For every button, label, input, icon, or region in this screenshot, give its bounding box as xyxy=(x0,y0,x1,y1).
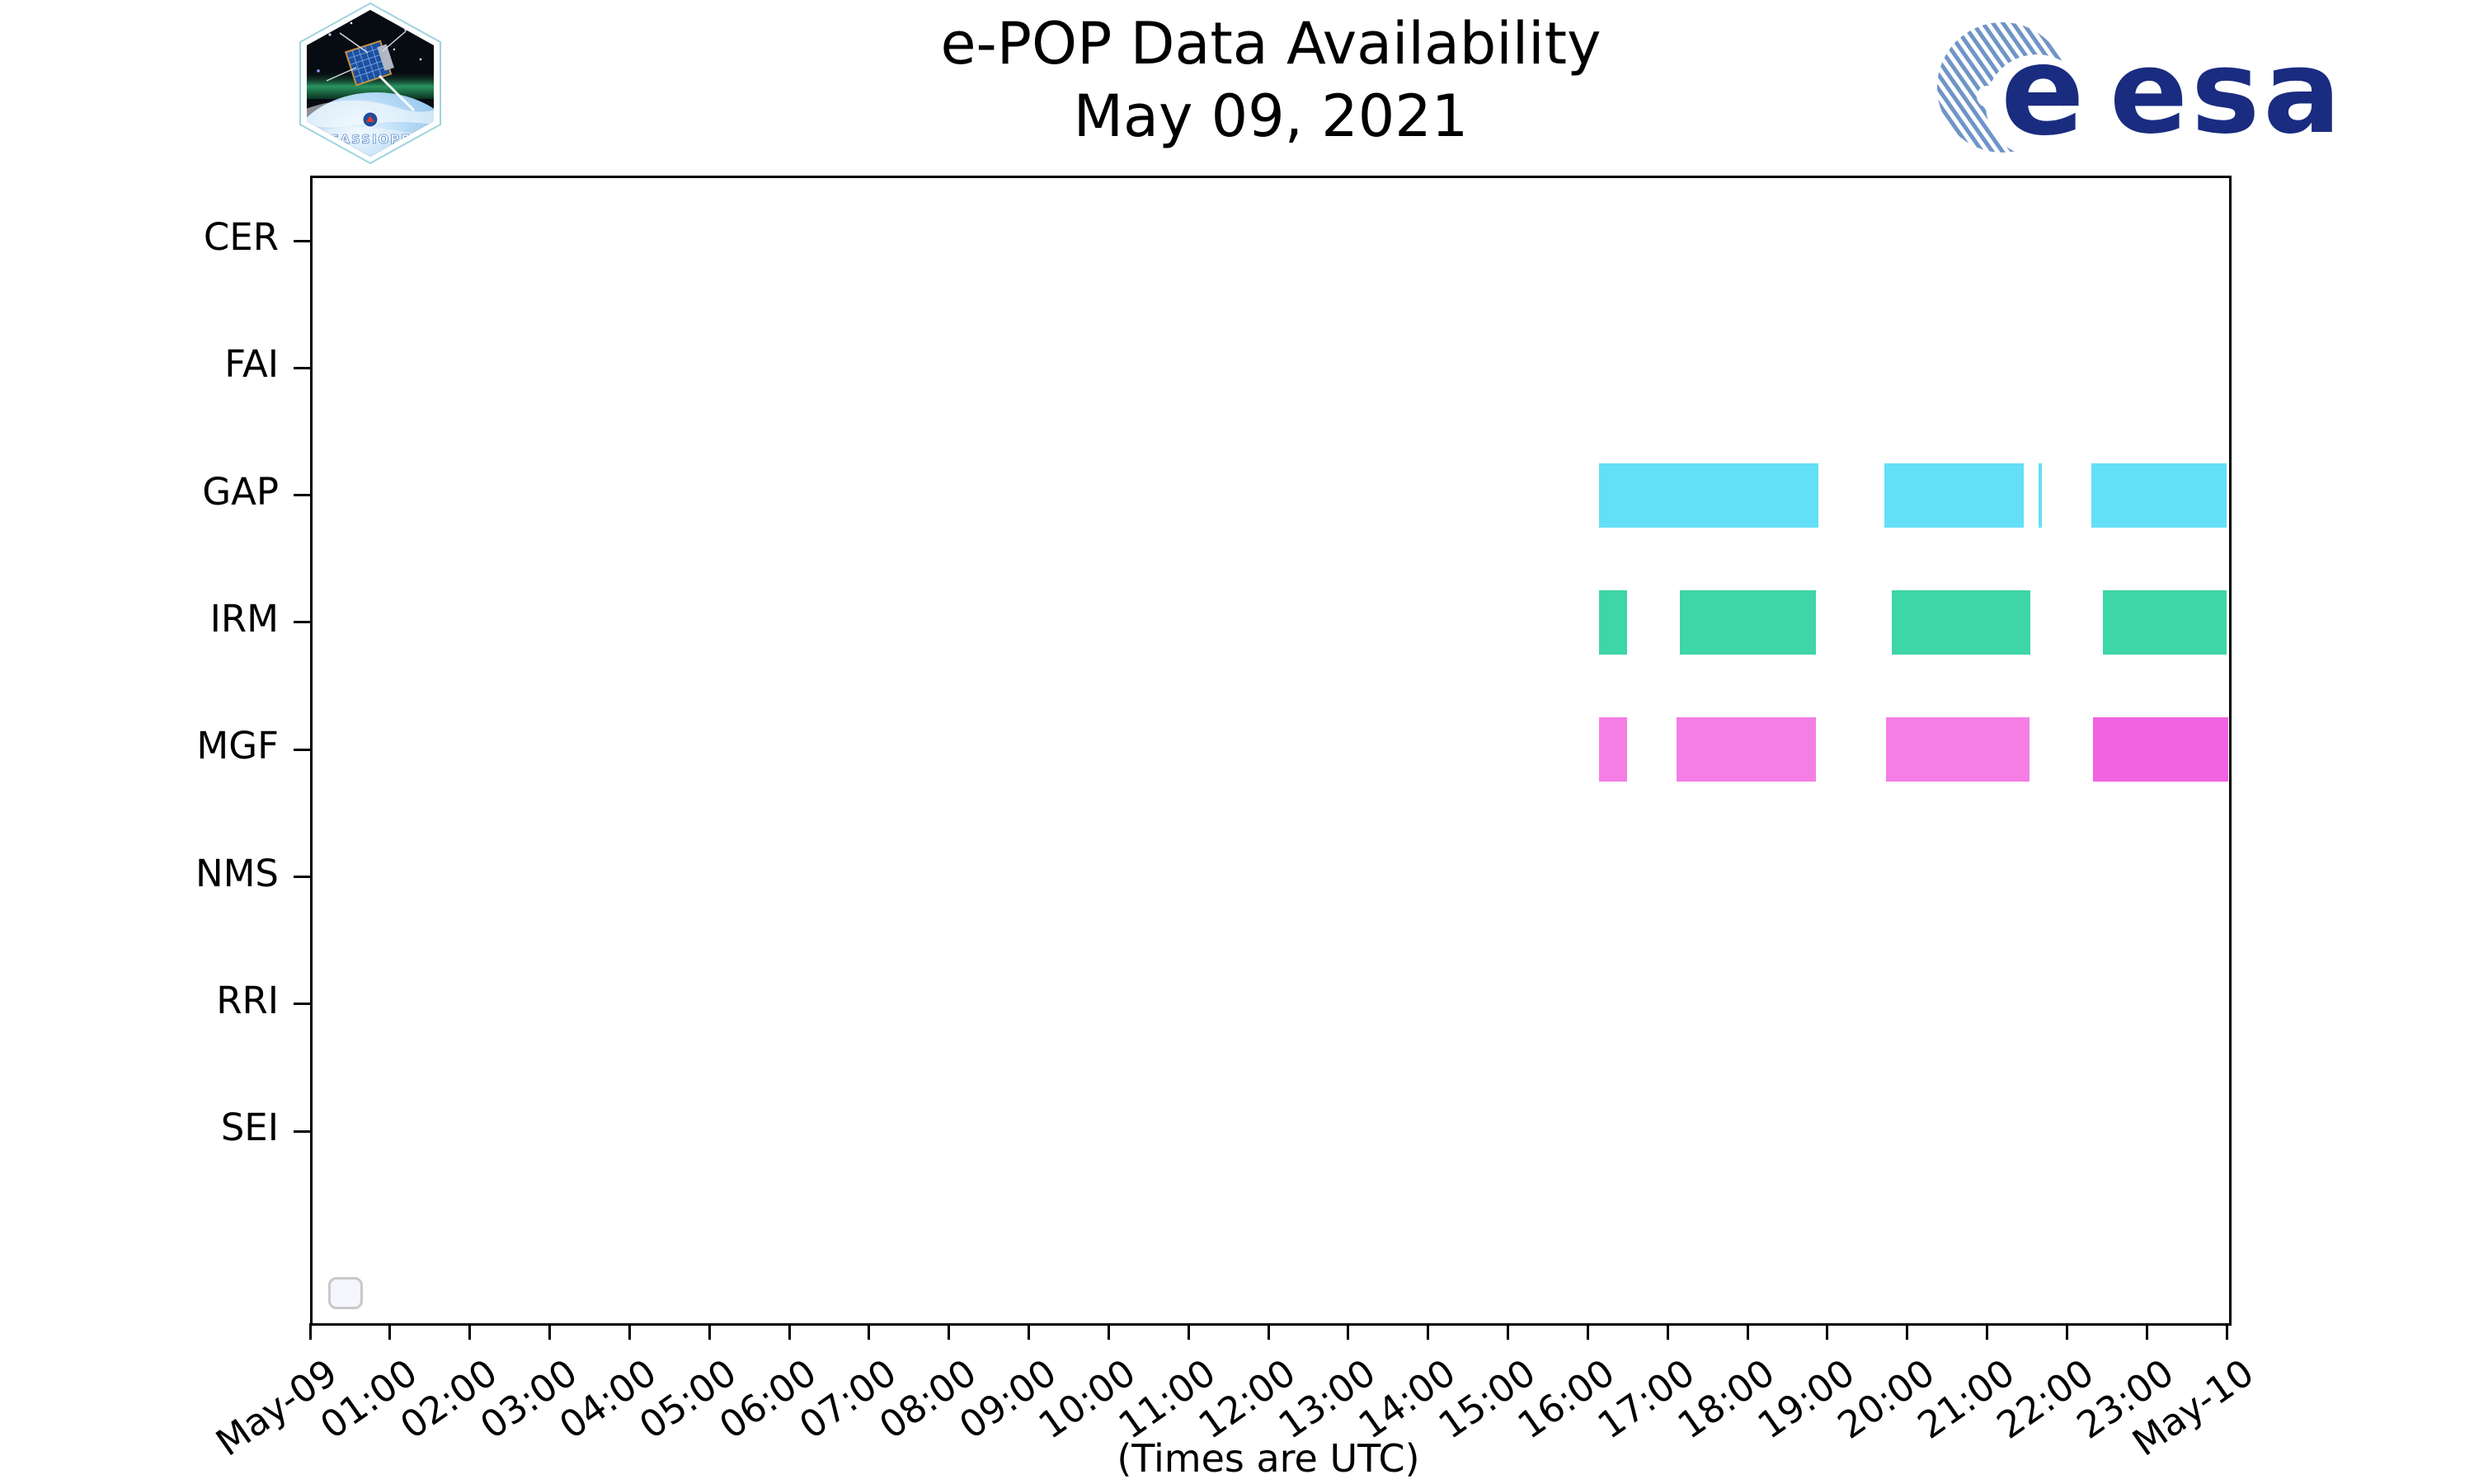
x-tick-4 xyxy=(628,1323,631,1340)
x-tick-5 xyxy=(708,1323,711,1340)
y-tick-irm xyxy=(294,621,310,624)
x-tick-18 xyxy=(1746,1323,1749,1340)
x-tick-15 xyxy=(1507,1323,1509,1340)
x-tick-8 xyxy=(948,1323,951,1340)
x-tick-21 xyxy=(1986,1323,1988,1340)
esa-striped-globe xyxy=(1937,22,2067,153)
x-tick-6 xyxy=(788,1323,791,1340)
bar-gap-1 xyxy=(1884,463,2025,528)
x-tick-12 xyxy=(1267,1323,1270,1340)
empty-legend-box xyxy=(328,1277,363,1309)
y-tick-fai xyxy=(294,366,310,369)
y-tick-cer xyxy=(294,239,310,242)
esa-logo-graphic: e esa xyxy=(1937,20,2342,163)
bar-irm-2 xyxy=(1892,589,2030,655)
x-tick-23 xyxy=(2145,1323,2148,1340)
chart-title-block: e-POP Data Availability May 09, 2021 xyxy=(722,8,1819,153)
bar-mgf-3 xyxy=(2093,717,2228,782)
esa-center-e-glyph: e xyxy=(2001,20,2085,163)
bar-irm-1 xyxy=(1679,589,1817,655)
x-tick-13 xyxy=(1347,1323,1350,1340)
bar-mgf-2 xyxy=(1886,717,2030,782)
y-label-sei: SEI xyxy=(220,1106,279,1150)
x-tick-0 xyxy=(308,1323,312,1340)
esa-wordmark: esa xyxy=(2109,26,2342,160)
x-tick-7 xyxy=(868,1323,871,1340)
bar-gap-3 xyxy=(2091,463,2227,528)
chart-title: e-POP Data Availability xyxy=(940,10,1602,77)
bar-mgf-1 xyxy=(1676,717,1817,782)
y-label-rri: RRI xyxy=(216,978,279,1022)
y-label-cer: CER xyxy=(203,215,279,259)
y-label-irm: IRM xyxy=(209,596,279,641)
bar-gap-0 xyxy=(1598,463,1819,528)
times-utc-caption: (Times are UTC) xyxy=(1117,1436,1420,1481)
bar-irm-3 xyxy=(2102,589,2227,655)
x-tick-22 xyxy=(2065,1323,2068,1340)
x-tick-17 xyxy=(1666,1323,1669,1340)
y-tick-sei xyxy=(294,1129,310,1133)
y-tick-mgf xyxy=(294,748,310,751)
x-tick-20 xyxy=(1906,1323,1909,1340)
x-tick-24 xyxy=(2225,1323,2228,1340)
cassiope-patch-graphic: CASSIOPE xyxy=(299,2,441,165)
x-tick-1 xyxy=(388,1323,392,1340)
bar-gap-2 xyxy=(2039,463,2043,528)
y-tick-gap xyxy=(294,494,310,497)
y-tick-nms xyxy=(294,876,310,878)
bar-irm-0 xyxy=(1598,589,1627,655)
chart-subtitle-date: May 09, 2021 xyxy=(1073,82,1469,150)
esa-logo: e esa xyxy=(1930,8,2342,165)
y-label-nms: NMS xyxy=(195,851,279,895)
x-tick-19 xyxy=(1826,1323,1829,1340)
x-tick-2 xyxy=(468,1323,472,1340)
y-label-mgf: MGF xyxy=(196,724,279,768)
x-tick-3 xyxy=(548,1323,551,1340)
esa-globe-dot xyxy=(1977,86,1998,107)
x-tick-9 xyxy=(1028,1323,1030,1340)
cassiope-patch-label: CASSIOPE xyxy=(329,132,411,147)
bar-mgf-0 xyxy=(1598,717,1627,782)
cassiope-mission-patch: CASSIOPE xyxy=(297,2,444,165)
x-tick-14 xyxy=(1427,1323,1430,1340)
y-label-fai: FAI xyxy=(224,342,279,387)
y-tick-rri xyxy=(294,1003,310,1006)
y-label-gap: GAP xyxy=(202,469,279,514)
x-tick-16 xyxy=(1586,1323,1589,1340)
x-tick-10 xyxy=(1107,1323,1110,1340)
x-tick-11 xyxy=(1187,1323,1190,1340)
